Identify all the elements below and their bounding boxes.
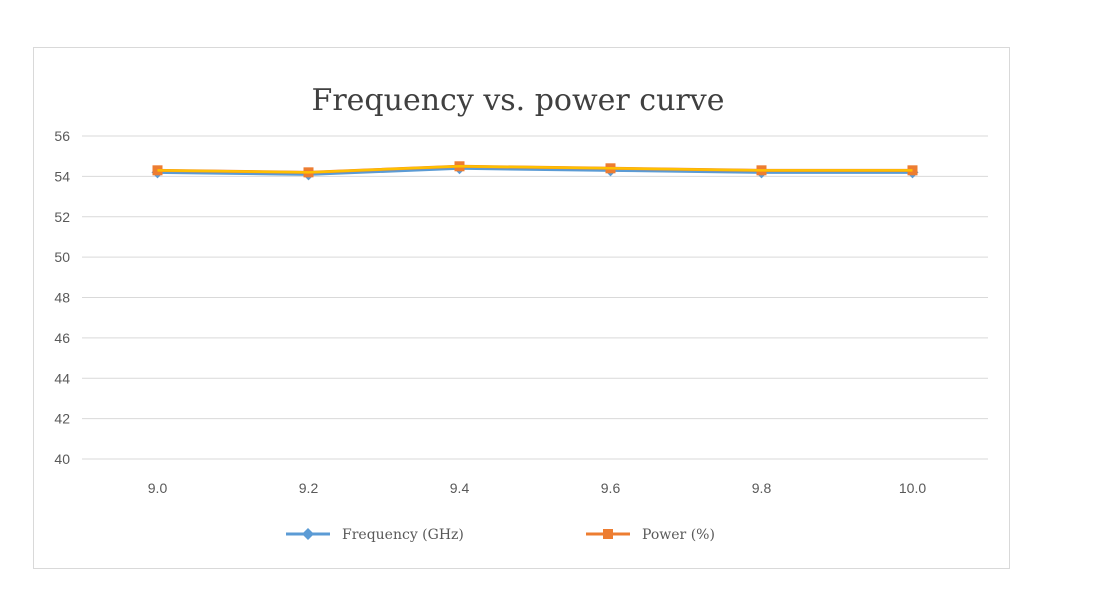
overlay-line	[157, 165, 913, 174]
legend-swatch-marker	[603, 529, 613, 539]
y-tick-label: 56	[54, 128, 70, 144]
x-tick-label: 9.0	[148, 480, 168, 496]
chart-title: Frequency vs. power curve	[312, 83, 725, 118]
y-tick-label: 54	[54, 168, 70, 184]
chart-container: Frequency vs. power curve 40 42 44 46 48 50 52…	[33, 47, 1010, 569]
chart-svg: Frequency vs. power curve 40 42 44 46 48 50 52…	[54, 83, 988, 543]
y-axis-tick-labels: 40 42 44 46 48 50 52 54 56	[54, 128, 70, 467]
x-tick-label: 9.4	[450, 480, 470, 496]
legend-swatch-marker	[302, 528, 314, 540]
legend-label: Power (%)	[642, 527, 715, 543]
y-tick-label: 42	[54, 411, 70, 427]
x-axis-tick-labels: 9.0 9.2 9.4 9.6 9.8 10.0	[148, 480, 927, 496]
y-tick-label: 40	[54, 451, 70, 467]
x-tick-label: 9.2	[299, 480, 319, 496]
x-tick-label: 9.8	[752, 480, 772, 496]
legend-item: Frequency (GHz)	[286, 527, 464, 543]
legend-item: Power (%)	[586, 527, 715, 543]
y-tick-label: 50	[54, 249, 70, 265]
legend: Frequency (GHz) Power (%)	[286, 527, 715, 543]
legend-label: Frequency (GHz)	[342, 527, 464, 543]
series-layer	[151, 161, 919, 181]
x-tick-label: 10.0	[899, 480, 926, 496]
y-tick-label: 52	[54, 209, 70, 225]
y-tick-label: 46	[54, 330, 70, 346]
series-line	[157, 166, 913, 176]
gridlines	[82, 135, 988, 460]
x-tick-label: 9.6	[601, 480, 621, 496]
y-tick-label: 48	[54, 290, 70, 306]
y-tick-label: 44	[54, 370, 70, 386]
